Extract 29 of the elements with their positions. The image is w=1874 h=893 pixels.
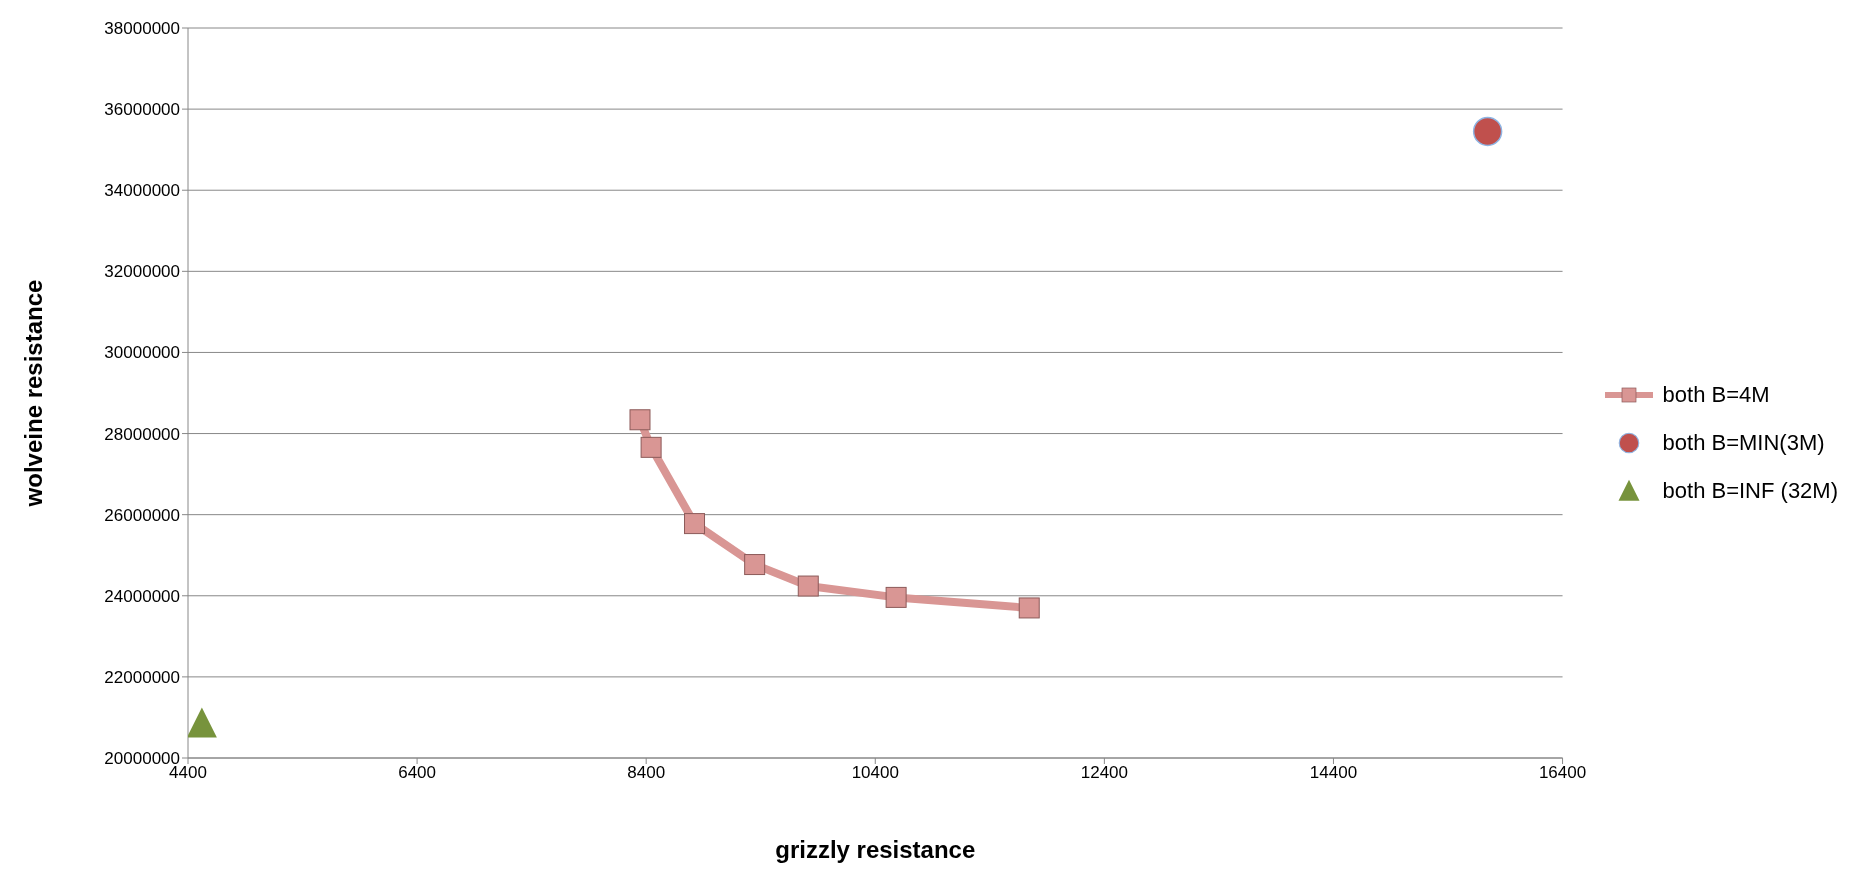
legend-label: both B=MIN(3M) xyxy=(1662,430,1825,456)
point xyxy=(684,513,706,535)
legend-label: both B=4M xyxy=(1662,382,1770,408)
y-tick-label: 30000000 xyxy=(104,343,180,363)
point xyxy=(629,409,651,431)
point xyxy=(640,436,662,458)
y-tick-label: 22000000 xyxy=(104,667,180,687)
x-axis-title: grizzly resistance xyxy=(775,836,976,863)
point xyxy=(1018,597,1040,619)
y-tick-label: 26000000 xyxy=(104,505,180,525)
x-tick-label: 14400 xyxy=(1309,763,1358,783)
legend-label: both B=INF (32M) xyxy=(1662,478,1838,504)
point xyxy=(885,586,907,608)
y-tick-label: 24000000 xyxy=(104,586,180,606)
y-tick-label: 34000000 xyxy=(104,181,180,201)
y-tick-label: 38000000 xyxy=(104,19,180,39)
point xyxy=(797,575,819,597)
x-tick-label: 10400 xyxy=(851,763,899,783)
point xyxy=(1472,116,1503,147)
x-tick-label: 16400 xyxy=(1538,763,1587,783)
y-tick-label: 32000000 xyxy=(104,262,180,282)
y-tick-label: 28000000 xyxy=(104,424,180,444)
x-tick-label: 6400 xyxy=(398,763,437,783)
y-tick-label: 36000000 xyxy=(104,100,180,120)
x-tick-label: 12400 xyxy=(1080,763,1129,783)
point xyxy=(744,554,766,576)
x-tick-label: 8400 xyxy=(627,763,666,783)
point xyxy=(188,707,217,738)
y-axis-title: wolveine resistance xyxy=(19,279,47,508)
